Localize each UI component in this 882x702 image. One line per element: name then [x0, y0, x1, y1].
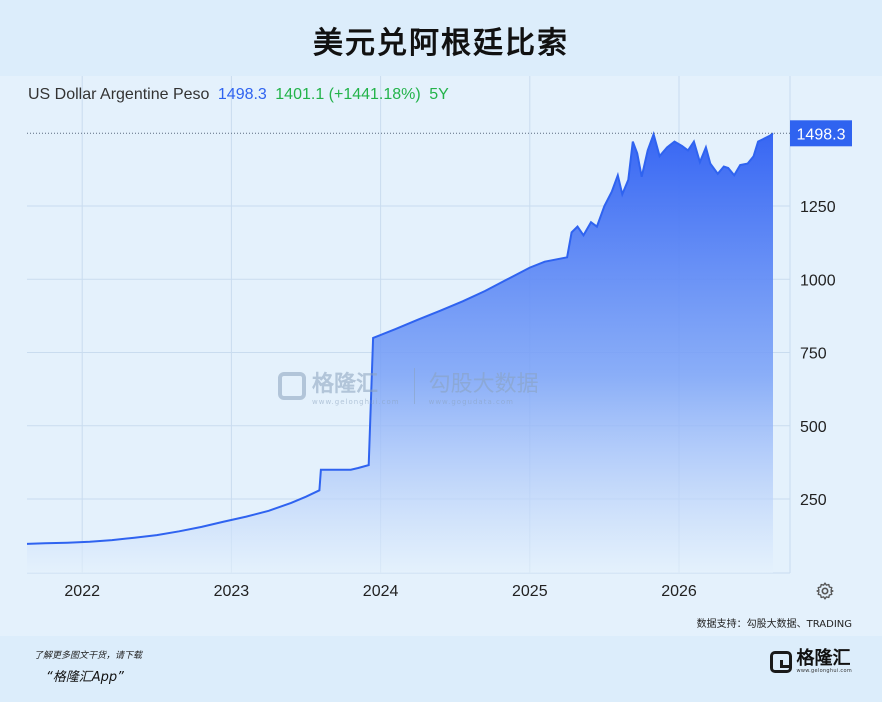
chart-title: 美元兑阿根廷比索 [313, 26, 569, 61]
x-tick-label: 2022 [64, 583, 100, 600]
gear-icon[interactable] [815, 581, 835, 601]
legend: US Dollar Argentine Peso 1498.3 1401.1 (… [28, 86, 449, 104]
brand-mark-icon [770, 651, 793, 673]
y-axis: 250 500 750 1000 1250 [800, 199, 836, 509]
series-area [27, 133, 773, 574]
brand-name: 格隆汇 [796, 648, 851, 669]
legend-period: 5Y [429, 86, 449, 103]
watermark-right-text: 勾股大数据 [428, 372, 539, 397]
x-tick-label: 2025 [512, 583, 548, 600]
last-value-badge [790, 120, 852, 147]
last-value-badge-text: 1498.3 [797, 126, 846, 143]
brand-url: www.gelonghui.com [796, 668, 852, 674]
x-axis: 2022 2023 2024 2025 2026 [64, 583, 696, 600]
footer-app-name: “格隆汇App” [46, 670, 124, 685]
watermark-left-sub: www.gelonghui.com [312, 398, 400, 406]
watermark-right-sub: www.gogudata.com [428, 398, 514, 406]
watermark-divider [413, 368, 415, 404]
legend-change: 1401.1 (+1441.18%) [275, 86, 421, 103]
y-tick-label: 1000 [800, 272, 836, 289]
watermark-logo-icon [278, 372, 306, 400]
x-tick-label: 2024 [363, 583, 399, 600]
y-tick-label: 250 [800, 492, 827, 509]
watermark-left-text: 格隆汇 [312, 372, 379, 397]
x-tick-label: 2023 [214, 583, 250, 600]
plot-area [26, 131, 774, 574]
y-tick-label: 1250 [800, 199, 836, 216]
footer-download-hint: 了解更多图文干货，请下载 [34, 651, 143, 661]
y-tick-label: 750 [800, 346, 827, 363]
legend-name: US Dollar Argentine Peso [28, 86, 210, 103]
x-tick-label: 2026 [661, 583, 697, 600]
brand-logo: 格隆汇 www.gelonghui.com [770, 650, 852, 674]
series-line [26, 131, 774, 545]
y-tick-label: 500 [800, 419, 827, 436]
last-value-line: 1498.3 [27, 120, 852, 147]
data-source: 数据支持：勾股大数据、TRADING [696, 619, 852, 630]
legend-last-value: 1498.3 [217, 86, 267, 103]
watermark: 格隆汇 www.gelonghui.com 勾股大数据 www.gogudata… [278, 366, 539, 406]
